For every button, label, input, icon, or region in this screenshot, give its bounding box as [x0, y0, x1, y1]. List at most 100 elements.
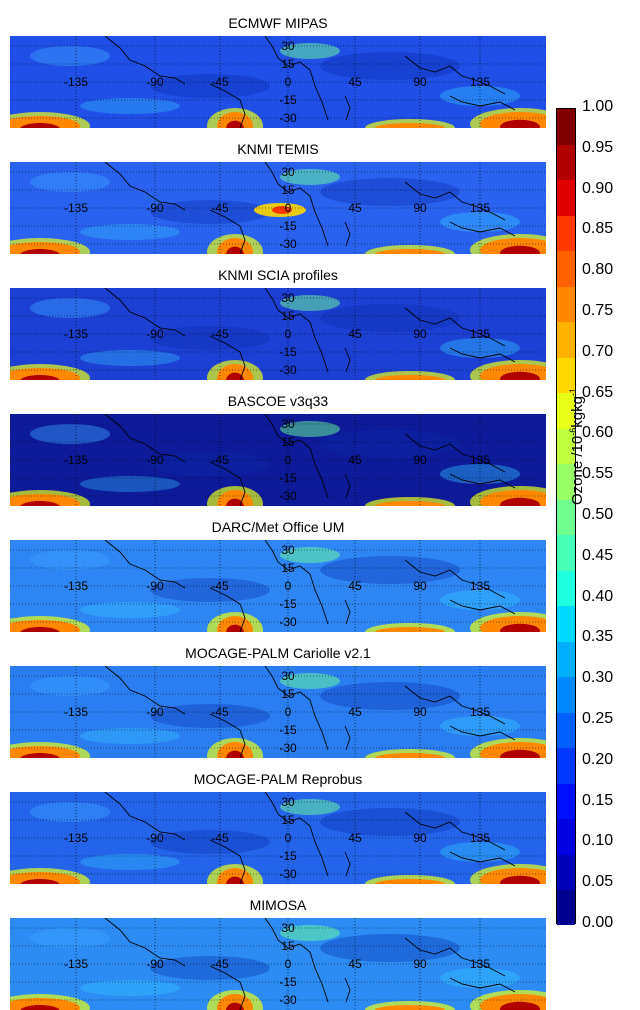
longitude-tick-label: -135	[64, 453, 88, 467]
longitude-tick-label: 135	[470, 705, 490, 719]
longitude-tick-label: 0	[285, 75, 292, 89]
colorbar-swatch	[557, 534, 575, 571]
latitude-tick-label: -30	[279, 237, 297, 251]
longitude-tick-label: 45	[348, 831, 362, 845]
colorbar-tick-label: 0.30	[582, 669, 614, 687]
colorbar-tick-label: 0.70	[582, 342, 614, 360]
ozone-field: -135 -90 -45 0 45 90 135 30 15 -15 -30	[10, 792, 546, 884]
panel-title: MOCAGE-PALM Cariolle v2.1	[185, 645, 371, 661]
longitude-tick-label: -135	[64, 831, 88, 845]
longitude-tick-label: -45	[211, 201, 229, 215]
colorbar-swatch	[557, 250, 575, 287]
colorbar-swatch	[557, 179, 575, 216]
colorbar-swatch	[557, 889, 575, 926]
latitude-tick-label: -15	[279, 471, 297, 485]
longitude-tick-label: -45	[211, 453, 229, 467]
colorbar-swatch	[557, 854, 575, 890]
ozone-map: -135 -90 -45 0 45 90 135 30 15 -15 -30	[10, 288, 546, 380]
colorbar-label-unit: kgkg	[569, 396, 586, 428]
latitude-tick-label: -30	[279, 111, 297, 125]
colorbar-swatch	[557, 605, 575, 642]
longitude-tick-label: 0	[285, 201, 292, 215]
colorbar-swatch	[557, 712, 575, 749]
ozone-map: -135 -90 -45 0 45 90 135 30 15 -15 -30	[10, 666, 546, 758]
ozone-map: -135 -90 -45 0 45 90 135 30 15 -15 -30	[10, 918, 546, 1010]
colorbar-tick-label: 0.55	[582, 465, 614, 483]
longitude-tick-label: -90	[146, 201, 164, 215]
colorbar-tick-label: 0.65	[582, 383, 614, 401]
panel-title: KNMI SCIA profiles	[218, 267, 338, 283]
colorbar-tick-label: 0.15	[582, 791, 614, 809]
colorbar-tick-label: 0.60	[582, 424, 614, 442]
colorbar-label-text: Ozone /10	[569, 435, 586, 505]
longitude-tick-label: 135	[470, 327, 490, 341]
panel-title: MIMOSA	[249, 897, 307, 913]
longitude-tick-label: -90	[146, 831, 164, 845]
colorbar-tick-label: 0.05	[582, 873, 614, 891]
colorbar-swatch	[557, 392, 575, 429]
ozone-map: -135 -90 -45 0 45 90 135 30 15 -15 -30	[10, 792, 546, 884]
colorbar-tick-label: 0.10	[582, 832, 614, 850]
colorbar-label-sup: -6	[568, 427, 578, 436]
longitude-tick-label: 0	[285, 453, 292, 467]
longitude-tick-label: 45	[348, 579, 362, 593]
colorbar-tick-label: 0.20	[582, 750, 614, 768]
colorbar-swatch	[557, 463, 575, 500]
longitude-tick-label: -90	[146, 957, 164, 971]
longitude-tick-label: -90	[146, 579, 164, 593]
latitude-tick-label: 15	[281, 687, 295, 701]
panel-title: MOCAGE-PALM Reprobus	[193, 771, 363, 787]
ozone-field: -135 -90 -45 0 45 90 135 30 15 -15 -30	[10, 36, 546, 128]
longitude-tick-label: -45	[211, 705, 229, 719]
longitude-tick-label: 135	[470, 453, 490, 467]
ozone-field: -135 -90 -45 0 45 90 135 30 15 -15 -30	[10, 162, 546, 254]
longitude-tick-label: 0	[285, 831, 292, 845]
longitude-tick-label: -135	[64, 75, 88, 89]
latitude-tick-label: -30	[279, 489, 297, 503]
colorbar-swatch	[557, 215, 575, 252]
colorbar-tick-label: 0.90	[582, 179, 614, 197]
longitude-tick-label: 90	[413, 579, 427, 593]
longitude-tick-label: 90	[413, 831, 427, 845]
latitude-tick-label: 15	[281, 435, 295, 449]
colorbar-swatch	[557, 641, 575, 678]
colorbar-tick-label: 0.45	[582, 546, 614, 564]
longitude-tick-label: 90	[413, 201, 427, 215]
longitude-tick-label: 0	[285, 957, 292, 971]
latitude-tick-label: 30	[281, 165, 295, 179]
latitude-tick-label: -15	[279, 849, 297, 863]
longitude-tick-label: 90	[413, 327, 427, 341]
longitude-tick-label: -45	[211, 579, 229, 593]
longitude-tick-label: 90	[413, 75, 427, 89]
latitude-tick-label: 15	[281, 57, 295, 71]
colorbar-tick-label: 0.25	[582, 710, 614, 727]
longitude-tick-label: 135	[470, 201, 490, 215]
longitude-tick-label: 135	[470, 579, 490, 593]
ozone-map: -135 -90 -45 0 45 90 135 30 15 -15 -30	[10, 162, 546, 254]
ozone-map: -135 -90 -45 0 45 90 135 30 15 -15 -30	[10, 540, 546, 632]
ozone-field: -135 -90 -45 0 45 90 135 30 15 -15 -30	[10, 918, 546, 1010]
latitude-tick-label: 15	[281, 939, 295, 953]
longitude-tick-label: -135	[64, 705, 88, 719]
latitude-tick-label: -15	[279, 93, 297, 107]
longitude-tick-label: 45	[348, 957, 362, 971]
colorbar-tick-label: 0.85	[582, 220, 614, 238]
colorbar-tick-label: 0.35	[582, 628, 614, 646]
longitude-tick-label: 45	[348, 201, 362, 215]
colorbar-swatch	[557, 783, 575, 820]
colorbar-tick-label: 0.95	[582, 138, 614, 156]
longitude-tick-label: -135	[64, 201, 88, 215]
longitude-tick-label: 0	[285, 579, 292, 593]
longitude-tick-label: -45	[211, 831, 229, 845]
colorbar-swatch	[557, 499, 575, 536]
longitude-tick-label: -90	[146, 453, 164, 467]
longitude-tick-label: -135	[64, 957, 88, 971]
ozone-field: -135 -90 -45 0 45 90 135 30 15 -15 -30	[10, 414, 546, 506]
latitude-tick-label: -30	[279, 363, 297, 377]
panel-title: DARC/Met Office UM	[211, 519, 345, 535]
colorbar-swatch	[557, 357, 575, 394]
colorbar-swatch	[557, 286, 575, 323]
latitude-tick-label: -15	[279, 345, 297, 359]
colorbar-tick-label: 1.00	[582, 98, 614, 115]
longitude-tick-label: 45	[348, 75, 362, 89]
